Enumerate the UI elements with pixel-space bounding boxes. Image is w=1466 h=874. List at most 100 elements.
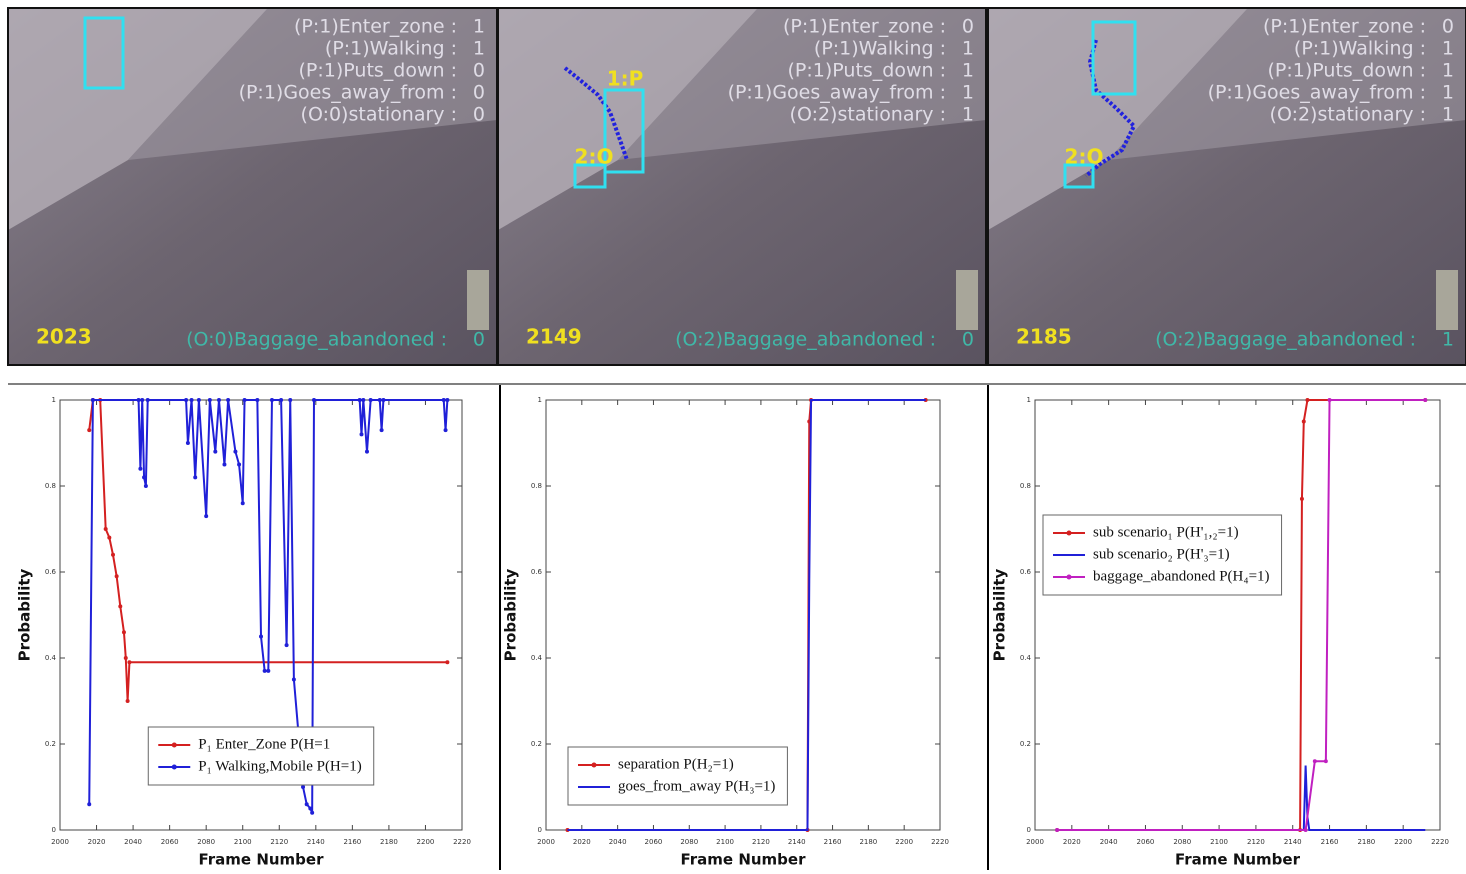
status-value: 1 <box>1442 38 1454 60</box>
point <box>259 634 263 639</box>
legend-marker <box>171 764 177 770</box>
point <box>1327 398 1332 402</box>
x-tick-label: 2180 <box>859 838 877 846</box>
y-tick-label: 0.6 <box>1020 568 1032 576</box>
y-tick-label: 1 <box>1027 396 1031 404</box>
point <box>308 806 313 811</box>
legend-label: baggage_abandoned P(H₄=1) <box>1093 568 1270 584</box>
status-label: (P:1)Goes_away_from : <box>1208 82 1426 104</box>
box-label: 2:O <box>1065 145 1104 169</box>
x-tick-label: 2140 <box>788 838 806 846</box>
point <box>204 514 209 519</box>
point <box>114 574 119 579</box>
point <box>196 398 201 402</box>
point <box>90 398 95 402</box>
x-tick-label: 2100 <box>234 838 252 846</box>
point <box>1305 398 1310 402</box>
x-axis-label: Frame Number <box>680 851 806 869</box>
x-tick-label: 2200 <box>417 838 435 846</box>
wall-shadow <box>618 8 986 160</box>
door <box>956 270 978 330</box>
point <box>143 484 148 488</box>
trajectory <box>1084 39 1137 178</box>
point <box>291 677 296 682</box>
x-tick-label: 2120 <box>752 838 770 846</box>
y-tick-label: 0.8 <box>45 482 56 490</box>
x-tick-label: 2140 <box>1284 838 1302 846</box>
point <box>107 535 112 540</box>
point <box>441 398 446 402</box>
x-tick-label: 2000 <box>1026 838 1044 846</box>
point <box>222 462 227 467</box>
point <box>1055 828 1060 832</box>
plot-frame <box>1034 399 1441 831</box>
status-label: (P:1)Enter_zone : <box>294 16 457 38</box>
legend: P₁ Enter_Zone P(H=1 P₁ Walking,Mobile P(H… <box>147 726 375 786</box>
x-tick-label: 2160 <box>1321 838 1339 846</box>
point <box>361 398 366 402</box>
point <box>1301 419 1306 424</box>
status-label: (O:0)stationary : <box>301 104 457 126</box>
point <box>240 501 245 506</box>
series-line <box>567 399 926 831</box>
status-label: (P:1)Puts_down : <box>1268 60 1427 82</box>
x-tick-label: 2020 <box>1063 838 1081 846</box>
status-label: (P:1)Enter_zone : <box>1263 16 1426 38</box>
x-tick-label: 2100 <box>716 838 734 846</box>
y-tick-label: 0.2 <box>45 740 56 748</box>
y-tick-label: 0.8 <box>531 482 542 490</box>
box-label: 2:O <box>575 145 614 169</box>
status-value: 0 <box>473 60 485 82</box>
x-tick-label: 2080 <box>197 838 215 846</box>
legend-label: separation P(H₂=1) <box>618 756 734 772</box>
x-tick-label: 2060 <box>645 838 663 846</box>
status-label: (P:1)Walking : <box>814 38 946 60</box>
point <box>103 527 108 531</box>
point <box>1323 759 1328 764</box>
point <box>255 398 260 402</box>
point <box>185 441 190 445</box>
legend-label: sub scenario₁ P(H'₁,₂=1) <box>1093 524 1239 540</box>
x-axis-label: Frame Number <box>198 851 324 869</box>
legend: separation P(H₂=1) goes_from_away P(H₃=1) <box>567 746 788 806</box>
point <box>136 398 141 402</box>
point <box>242 398 247 402</box>
point <box>184 398 189 402</box>
status-value: 0 <box>473 104 485 126</box>
wall <box>988 8 1248 230</box>
y-tick-label: 0 <box>538 826 542 834</box>
point <box>381 398 386 402</box>
x-tick-label: 2060 <box>161 838 179 846</box>
status-value: 1 <box>473 38 485 60</box>
x-tick-label: 2220 <box>931 838 949 846</box>
x-tick-label: 2120 <box>1247 838 1265 846</box>
point <box>207 398 212 402</box>
x-axis-label: Frame Number <box>1175 851 1301 869</box>
y-tick-label: 0 <box>52 826 56 834</box>
footer-value: 0 <box>962 329 974 351</box>
y-tick-label: 0 <box>1027 826 1031 834</box>
legend: sub scenario₁ P(H'₁,₂=1) sub scenario₂ P(… <box>1042 514 1283 596</box>
point <box>87 802 92 807</box>
y-tick-label: 1 <box>538 396 542 404</box>
point <box>301 785 306 789</box>
x-tick-label: 2100 <box>1210 838 1228 846</box>
frame-number: 2185 <box>1016 325 1072 349</box>
y-tick-label: 0.2 <box>1020 740 1031 748</box>
status-value: 1 <box>1442 60 1454 82</box>
legend-box <box>147 726 375 786</box>
point <box>226 398 231 402</box>
point <box>445 398 450 402</box>
x-tick-label: 2220 <box>453 838 471 846</box>
wall-shadow <box>128 8 497 160</box>
y-tick-label: 0.6 <box>531 568 543 576</box>
wall-shadow <box>1108 8 1466 160</box>
footer-value: 0 <box>473 329 485 351</box>
status-label: (P:1)Enter_zone : <box>783 16 946 38</box>
status-value: 1 <box>962 60 974 82</box>
point <box>443 428 448 433</box>
footer-label: (O:0)Baggage_abandoned : <box>186 329 447 351</box>
point <box>310 810 315 815</box>
x-tick-label: 2040 <box>124 838 142 846</box>
point <box>1312 759 1317 764</box>
